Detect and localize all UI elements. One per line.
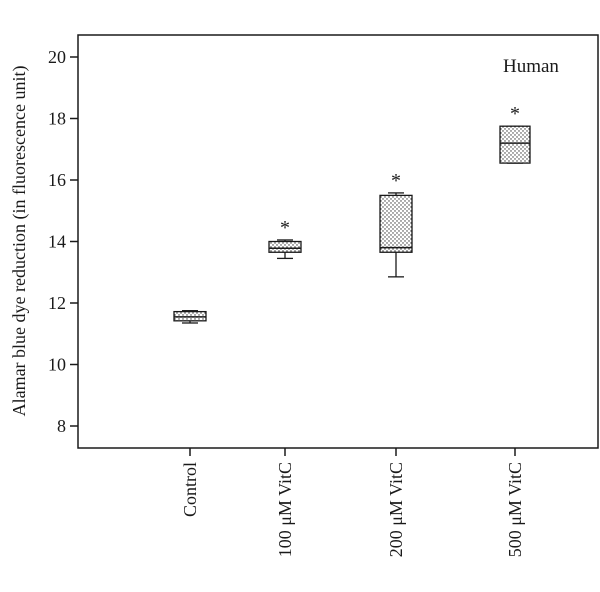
panel-annotation: Human <box>503 56 559 77</box>
y-axis: 8 10 12 14 16 18 20 <box>48 47 78 436</box>
y-tick-label: 16 <box>48 170 66 190</box>
significance-marker: * <box>280 217 290 239</box>
y-tick-label: 20 <box>48 47 66 67</box>
box-2: * <box>268 217 302 260</box>
y-tick-label: 8 <box>57 416 66 436</box>
y-tick-label: 12 <box>48 293 66 313</box>
box-4: * <box>499 103 531 164</box>
x-tick-label: Control <box>180 462 200 517</box>
y-axis-title: Alamar blue dye reduction (in fluorescen… <box>9 66 30 417</box>
box-body <box>268 240 302 253</box>
box-series: * * * <box>173 103 531 324</box>
x-axis: Control 100 μM VitC 200 μM VitC 500 μM VitC <box>180 448 525 557</box>
box-body <box>379 194 413 253</box>
x-tick-label: 200 μM VitC <box>386 462 406 557</box>
plot-frame <box>77 34 599 449</box>
x-tick-label: 100 μM VitC <box>275 462 295 557</box>
box-body <box>499 125 531 164</box>
y-tick-label: 14 <box>48 232 66 252</box>
x-tick-label: 500 μM VitC <box>505 462 525 557</box>
y-tick-label: 18 <box>48 109 66 129</box>
significance-marker: * <box>510 103 520 125</box>
significance-marker: * <box>391 170 401 192</box>
box-1 <box>173 310 207 324</box>
y-tick-label: 10 <box>48 355 66 375</box>
box-3: * <box>379 170 413 278</box>
